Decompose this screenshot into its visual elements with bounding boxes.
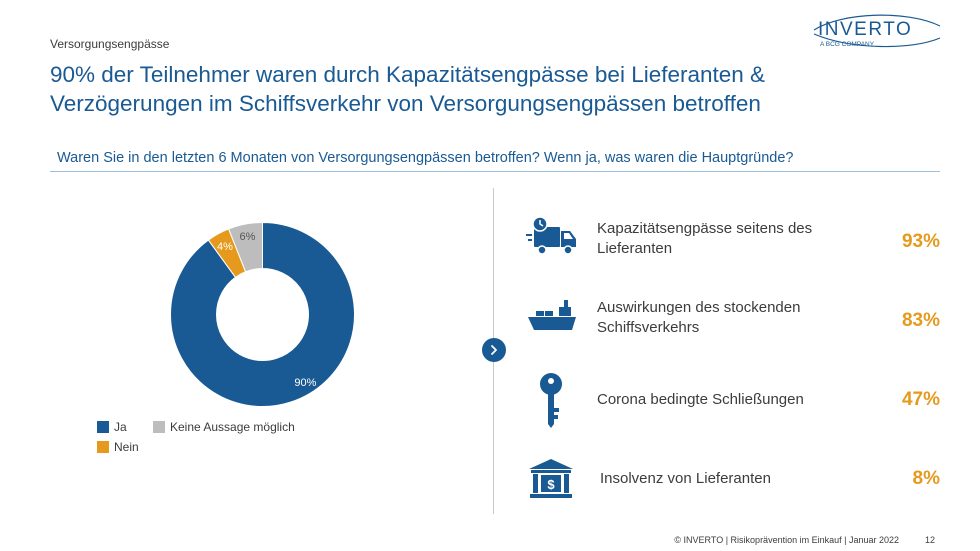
reason-label-4: Insolvenz von Lieferanten [600, 469, 771, 489]
reason-label-3-line1: Corona bedingte Schließungen [597, 391, 804, 408]
reason-label-2-line1: Auswirkungen des stockenden [597, 299, 801, 316]
donut-label-keine-aussage: 6% [240, 231, 256, 243]
legend-item-ja: Ja [97, 420, 127, 434]
reason-percent-1: 93% [901, 231, 940, 252]
svg-text:$: $ [547, 477, 555, 492]
reason-label-4-line1: Insolvenz von Lieferanten [600, 470, 771, 487]
reason-label-2: Auswirkungen des stockenden Schiffsverke… [597, 298, 800, 338]
question-underline [50, 171, 940, 172]
donut-chart: 90% 4% 6% [170, 221, 355, 407]
legend-swatch-nein [97, 441, 109, 453]
reason-label-3: Corona bedingte Schließungen [597, 390, 804, 410]
legend-item-keine-aussage: Keine Aussage möglich [153, 420, 295, 434]
reason-label-1-line2: Lieferanten [597, 240, 673, 257]
chevron-right-icon [482, 338, 506, 362]
logo-subtext: A BCG COMPANY [820, 41, 875, 48]
donut-label-ja: 90% [294, 377, 316, 389]
footer: © INVERTO | Risikoprävention im Einkauf … [674, 535, 935, 545]
reason-percent-3: 47% [901, 389, 940, 410]
legend-label-keine-aussage: Keine Aussage möglich [170, 420, 295, 434]
reason-percent-4: 8% [912, 468, 940, 489]
footer-text: © INVERTO | Risikoprävention im Einkauf … [674, 535, 899, 545]
inverto-logo: INVERTO A BCG COMPANY [813, 14, 941, 48]
donut-slice-ja [170, 221, 355, 407]
legend-swatch-ja [97, 421, 109, 433]
legend-label-nein: Nein [114, 440, 139, 454]
donut-label-nein: 4% [217, 241, 233, 253]
logo-text: INVERTO [818, 19, 912, 40]
cargo-ship-icon [528, 300, 576, 330]
donut-slice-keine-aussage [227, 221, 263, 273]
survey-question: Waren Sie in den letzten 6 Monaten von V… [57, 150, 794, 166]
section-label: Versorgungsengpässe [50, 37, 170, 51]
legend-item-nein: Nein [97, 440, 139, 454]
delivery-truck-icon [526, 216, 576, 255]
legend-label-ja: Ja [114, 420, 127, 434]
page-title: 90% der Teilnehmer waren durch Kapazität… [50, 62, 766, 116]
page-number: 12 [924, 535, 935, 545]
reason-label-1: Kapazitätsengpässe seitens des Lieferant… [597, 219, 812, 259]
reason-percent-2: 83% [901, 310, 940, 331]
bank-icon: $ [529, 459, 573, 498]
legend-swatch-keine-aussage [153, 421, 165, 433]
reason-label-2-line2: Schiffsverkehrs [597, 319, 700, 336]
reason-label-1-line1: Kapazitätsengpässe seitens des [597, 220, 813, 237]
key-icon [540, 373, 562, 428]
